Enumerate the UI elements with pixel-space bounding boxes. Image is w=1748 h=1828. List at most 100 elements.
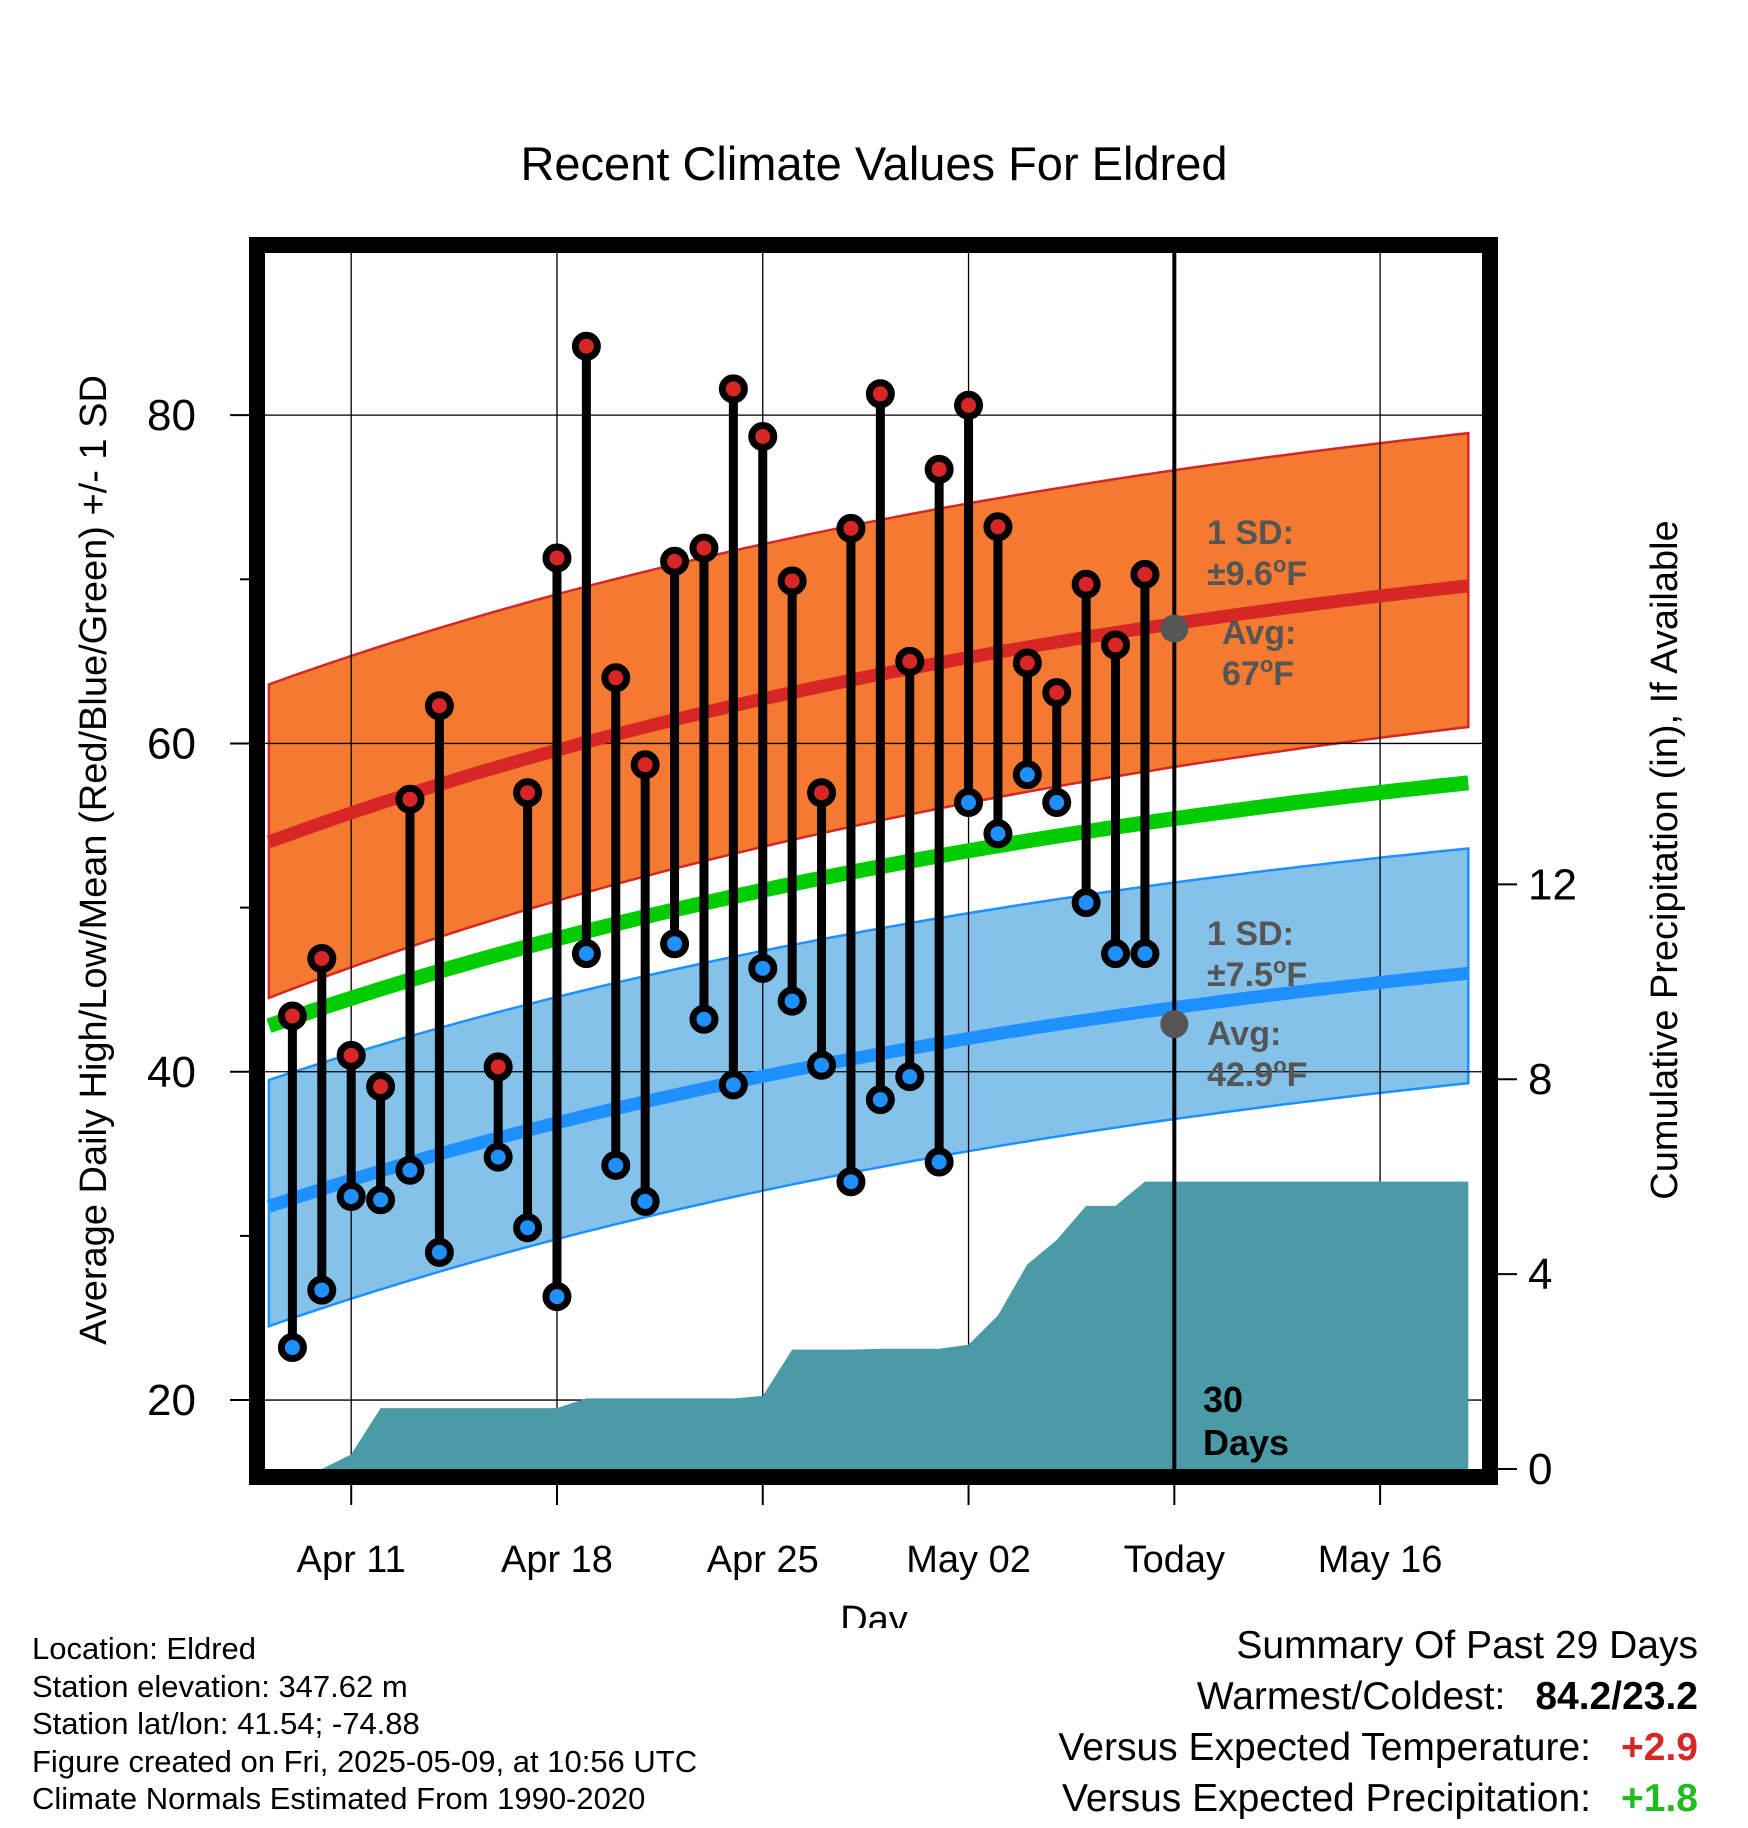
x-tick-label: Apr 25 <box>707 1539 819 1581</box>
summary-warmest-row: Warmest/Coldest: 84.2/23.2 <box>1058 1671 1698 1722</box>
normal-high-line <box>266 579 1469 849</box>
daily-high-marker <box>424 691 454 721</box>
daily-high-marker <box>395 784 425 814</box>
y2-tick-label: 4 <box>1528 1250 1552 1299</box>
x-axis-label: Day <box>840 1599 908 1628</box>
daily-low-marker <box>1101 939 1131 969</box>
daily-high-marker <box>1071 569 1101 599</box>
today-low-avg-marker <box>1160 1010 1189 1039</box>
precip-label: Versus Expected Precipitation: <box>1062 1777 1591 1820</box>
daily-high-marker <box>689 533 719 563</box>
y-tick-label: 80 <box>147 391 196 440</box>
x-tick-label: Today <box>1124 1539 1225 1581</box>
daily-high-marker <box>983 512 1013 542</box>
daily-low-marker <box>689 1004 719 1034</box>
daily-high-marker <box>836 513 866 543</box>
low-sd-title: 1 SD: <box>1207 915 1294 953</box>
daily-low-marker <box>1130 939 1160 969</box>
daily-low-marker <box>542 1282 572 1312</box>
daily-high-marker <box>865 379 895 409</box>
y2-tick-label: 0 <box>1528 1445 1552 1494</box>
x-tick-label: Apr 11 <box>297 1539 406 1581</box>
temp-value: +2.9 <box>1621 1726 1698 1769</box>
x-tick-label: May 02 <box>906 1539 1031 1581</box>
high-avg-value: 67oF <box>1222 652 1294 693</box>
daily-low-marker <box>1012 760 1042 790</box>
location-text: Location: Eldred <box>32 1631 257 1666</box>
daily-high-marker <box>483 1052 513 1082</box>
high-sd-value: ±9.6oF <box>1207 552 1307 593</box>
latlon-text: Station lat/lon: 41.54; -74.88 <box>32 1706 420 1741</box>
temp-label: Versus Expected Temperature: <box>1058 1726 1591 1769</box>
daily-low-marker <box>366 1185 396 1215</box>
daily-high-marker <box>277 1001 307 1031</box>
daily-low-marker <box>924 1147 954 1177</box>
days-label: Days <box>1203 1422 1289 1463</box>
daily-low-marker <box>571 939 601 969</box>
daily-low-marker <box>307 1275 337 1305</box>
summary-precip-row: Versus Expected Precipitation: +1.8 <box>1058 1773 1698 1824</box>
warmest-label: Warmest/Coldest: <box>1196 1675 1506 1718</box>
daily-low-marker <box>954 788 984 818</box>
days-count: 30 <box>1203 1379 1243 1420</box>
high-sd-title: 1 SD: <box>1207 514 1294 552</box>
daily-high-marker <box>542 543 572 573</box>
high-avg-title: Avg: <box>1222 614 1296 652</box>
daily-low-marker <box>601 1150 631 1180</box>
daily-low-marker <box>895 1062 925 1092</box>
x-tick-label: May 16 <box>1318 1539 1443 1581</box>
warmest-value: 84.2/23.2 <box>1535 1675 1698 1718</box>
daily-high-marker <box>571 331 601 361</box>
y2-tick-label: 12 <box>1528 860 1577 909</box>
y2-tick-label: 8 <box>1528 1055 1552 1104</box>
daily-low-marker <box>336 1182 366 1212</box>
daily-low-marker <box>718 1070 748 1100</box>
daily-high-marker <box>777 566 807 596</box>
plot-frame <box>249 237 1498 1485</box>
daily-high-marker <box>601 663 631 693</box>
climate-chart: Recent Climate Values For Eldred 1 SD:±9… <box>73 137 1686 1628</box>
summary-panel: Summary Of Past 29 Days Warmest/Coldest:… <box>1058 1620 1698 1824</box>
low-sd-band <box>267 847 1470 1328</box>
daily-low-marker <box>424 1237 454 1267</box>
daily-high-marker <box>1042 678 1072 708</box>
daily-high-marker <box>924 454 954 484</box>
normal-low-line <box>266 966 1469 1213</box>
y-tick-label: 20 <box>147 1376 196 1425</box>
y-tick-label: 40 <box>147 1048 196 1097</box>
daily-low-marker <box>777 986 807 1016</box>
daily-high-marker <box>895 646 925 676</box>
daily-low-marker <box>630 1186 660 1216</box>
daily-low-marker <box>1042 788 1072 818</box>
daily-low-marker <box>807 1050 837 1080</box>
daily-high-marker <box>366 1072 396 1102</box>
daily-low-marker <box>836 1167 866 1197</box>
low-avg-value: 42.9oF <box>1207 1053 1307 1094</box>
daily-low-marker <box>865 1085 895 1115</box>
daily-low-marker <box>983 819 1013 849</box>
daily-low-marker <box>1071 888 1101 918</box>
daily-high-marker <box>1101 630 1131 660</box>
low-sd-value: ±7.5oF <box>1207 953 1307 994</box>
y-axis-label: Average Daily High/Low/Mean (Red/Blue/Gr… <box>73 375 115 1345</box>
chart-title: Recent Climate Values For Eldred <box>520 137 1227 190</box>
low-avg-title: Avg: <box>1207 1015 1281 1053</box>
precip-value: +1.8 <box>1621 1777 1698 1820</box>
daily-low-marker <box>395 1155 425 1185</box>
normal-mean-line <box>266 775 1470 1033</box>
daily-high-marker <box>718 374 748 404</box>
daily-low-marker <box>660 929 690 959</box>
daily-high-marker <box>748 421 778 451</box>
summary-title: Summary Of Past 29 Days <box>1236 1624 1698 1667</box>
daily-low-marker <box>277 1333 307 1363</box>
daily-high-marker <box>1130 559 1160 589</box>
daily-high-marker <box>336 1040 366 1070</box>
normals-text: Climate Normals Estimated From 1990-2020 <box>32 1781 646 1816</box>
station-info: Location: Eldred Station elevation: 347.… <box>32 1630 697 1818</box>
daily-low-marker <box>483 1142 513 1172</box>
daily-high-marker <box>1012 648 1042 678</box>
summary-temp-row: Versus Expected Temperature: +2.9 <box>1058 1722 1698 1773</box>
elevation-text: Station elevation: 347.62 m <box>32 1668 408 1704</box>
daily-high-marker <box>807 778 837 808</box>
daily-low-marker <box>748 953 778 983</box>
